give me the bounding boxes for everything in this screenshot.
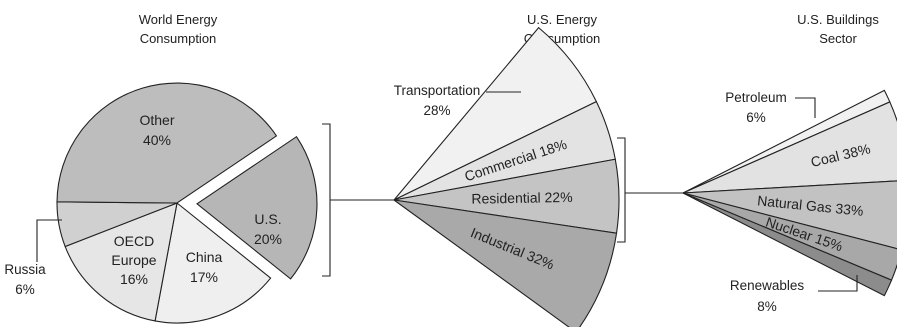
world-label-russia-line: 6% (15, 282, 35, 297)
buildings-label-petroleum-line: Petroleum (725, 90, 787, 105)
buildings-title-line2: Sector (819, 31, 857, 46)
buildings-label-renewables-line: 8% (757, 299, 777, 314)
buildings-slice-renewables (682, 192, 893, 297)
petroleum-leader-line (795, 97, 816, 118)
us-label-residential: Residential 22% (471, 189, 572, 207)
us-slice-industrial (393, 199, 618, 327)
world-slice-other (56, 82, 278, 204)
us-to-buildings-bracket (617, 137, 683, 243)
world-energy-pie: World Energy Consumption U.S. 20% China 17%… (4, 12, 318, 324)
buildings-slice-natural-gas (682, 180, 897, 250)
us-title-line1: U.S. Energy (527, 12, 598, 27)
world-label-other: Other 40% (139, 112, 174, 148)
world-label-other-line: 40% (143, 132, 171, 148)
world-label-russia: Russia 6% (4, 262, 46, 297)
world-label-china-line: 17% (190, 269, 218, 285)
us-label-transportation-line: Transportation (394, 83, 481, 98)
us-label-transportation-line: 28% (423, 103, 450, 118)
buildings-label-renewables: Renewables 8% (730, 278, 805, 314)
world-label-russia-line: Russia (4, 262, 46, 277)
world-slice-oecd-europe (64, 202, 178, 322)
buildings-slice-coal (682, 101, 897, 194)
buildings-sector-fan: U.S. Buildings Sector Petroleum 6% Renewab… (682, 12, 897, 314)
world-label-china-line: China (186, 249, 223, 265)
world-label-oecd-europe-line: Europe (111, 252, 156, 268)
world-label-china: China 17% (186, 249, 223, 285)
world-slice-u-s (196, 135, 318, 280)
world-label-u-s: U.S. 20% (254, 211, 282, 247)
world-title-line2: Consumption (140, 31, 217, 46)
buildings-label-petroleum-line: 6% (746, 110, 766, 125)
world-label-u-s-line: 20% (254, 231, 282, 247)
world-label-oecd-europe-line: 16% (120, 271, 148, 287)
buildings-label-renewables-line: Renewables (730, 278, 805, 293)
world-label-u-s-line: U.S. (254, 211, 281, 227)
world-slice-china (154, 201, 272, 324)
world-label-oecd-europe: OECD Europe 16% (111, 233, 156, 287)
world-label-oecd-europe-line: OECD (114, 233, 154, 249)
russia-leader-line (36, 219, 62, 262)
world-title-line1: World Energy (139, 12, 218, 27)
us-label-transportation: Transportation 28% (394, 83, 481, 118)
world-label-other-line: Other (139, 112, 174, 128)
buildings-title-line1: U.S. Buildings (797, 12, 879, 27)
buildings-label-petroleum: Petroleum 6% (725, 90, 787, 125)
renewables-leader-line (818, 275, 858, 292)
us-energy-fan: U.S. Energy Consumption Transportation 28… (393, 12, 620, 327)
world-to-us-bracket (322, 123, 394, 277)
